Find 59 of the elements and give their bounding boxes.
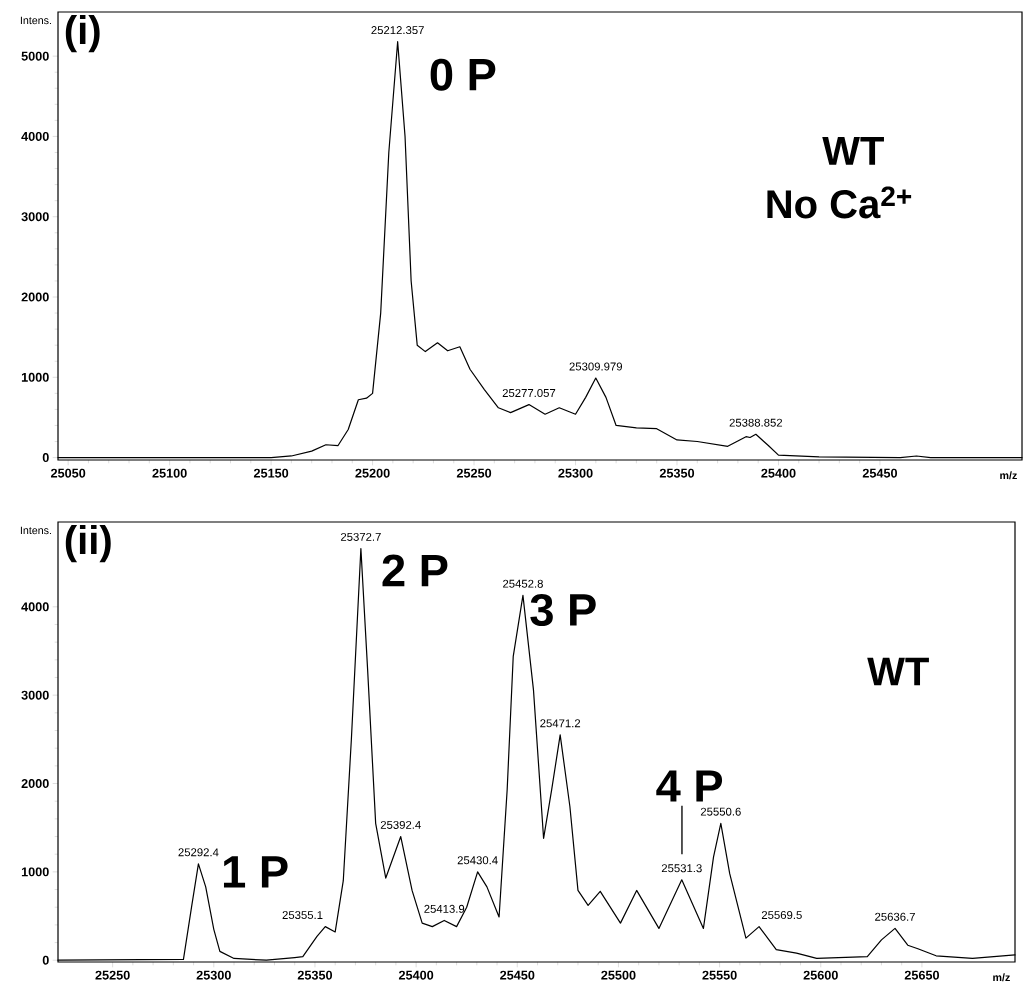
annotation: 25392.4 xyxy=(380,820,421,829)
x-tick-label: 25200 xyxy=(355,468,390,478)
annotation: WT xyxy=(822,137,884,165)
x-tick-label: 25100 xyxy=(152,468,187,478)
annotation: 25636.7 xyxy=(875,912,915,921)
x-tick-label: 25600 xyxy=(803,970,838,980)
annotation: 25531.3 xyxy=(661,864,702,873)
y-tick-label: 2000 xyxy=(21,779,49,788)
annotation: 0 P xyxy=(430,58,496,91)
y-tick-label: 1000 xyxy=(21,372,49,382)
annotation: 25413.9 xyxy=(424,904,465,913)
y-tick-label: 2000 xyxy=(21,292,49,302)
annotation: WT xyxy=(867,657,929,686)
x-tick-label: 25500 xyxy=(601,970,636,980)
annotation: 25355.1 xyxy=(282,911,323,920)
annotation: 25277.057 xyxy=(502,388,556,397)
x-tick-label: 25250 xyxy=(95,970,130,980)
x-tick-label: 25650 xyxy=(904,970,940,980)
annotation: 2 P xyxy=(382,554,448,587)
y-tick-label: 1000 xyxy=(21,867,49,877)
annotation: 1 P xyxy=(223,856,288,888)
x-tick-label: 25300 xyxy=(558,468,593,478)
x-axis-title: m/z xyxy=(993,973,1010,982)
x-tick-label: 25250 xyxy=(456,468,492,478)
y-tick-label: 3000 xyxy=(21,212,49,222)
x-tick-label: 25400 xyxy=(761,468,796,478)
y-tick-label: 0 xyxy=(42,453,49,463)
annotation: No Ca$^{2+}$ xyxy=(767,186,912,219)
y-tick-label: 5000 xyxy=(21,51,49,61)
annotation: 25569.5 xyxy=(761,911,802,920)
annotation: 25292.4 xyxy=(178,848,219,857)
annotation: 25372.7 xyxy=(340,532,381,541)
y-axis-title: Intens. xyxy=(20,526,51,535)
annotation: 3 P xyxy=(530,593,596,627)
y-tick-label: 4000 xyxy=(21,602,49,612)
annotation: 25452.8 xyxy=(503,579,543,588)
annotation: 25309.979 xyxy=(569,362,623,371)
x-axis-title: m/z xyxy=(1000,471,1017,480)
annotation: 25550.6 xyxy=(700,807,741,816)
x-tick-label: 25400 xyxy=(398,970,434,980)
annotation: 25212.357 xyxy=(371,26,424,35)
annotation: 25471.2 xyxy=(540,719,581,728)
annotation: 25430.4 xyxy=(457,856,498,865)
chart-title: (ii) xyxy=(65,524,111,563)
x-tick-label: 25350 xyxy=(659,468,695,478)
x-tick-label: 25450 xyxy=(862,468,898,478)
x-tick-label: 25150 xyxy=(253,468,289,478)
x-tick-label: 25300 xyxy=(196,970,231,980)
x-tick-label: 25050 xyxy=(50,468,86,478)
x-tick-label: 25350 xyxy=(297,970,333,980)
y-axis-title: Intens. xyxy=(20,16,51,25)
y-tick-label: 4000 xyxy=(21,131,49,141)
annotation: 4 P xyxy=(656,770,723,802)
x-tick-label: 25450 xyxy=(500,970,535,980)
y-tick-label: 0 xyxy=(42,955,49,965)
x-tick-label: 25550 xyxy=(702,970,737,980)
y-tick-label: 3000 xyxy=(21,690,49,700)
annotation: 25388.852 xyxy=(729,418,783,427)
chart-title: (i) xyxy=(65,14,100,53)
